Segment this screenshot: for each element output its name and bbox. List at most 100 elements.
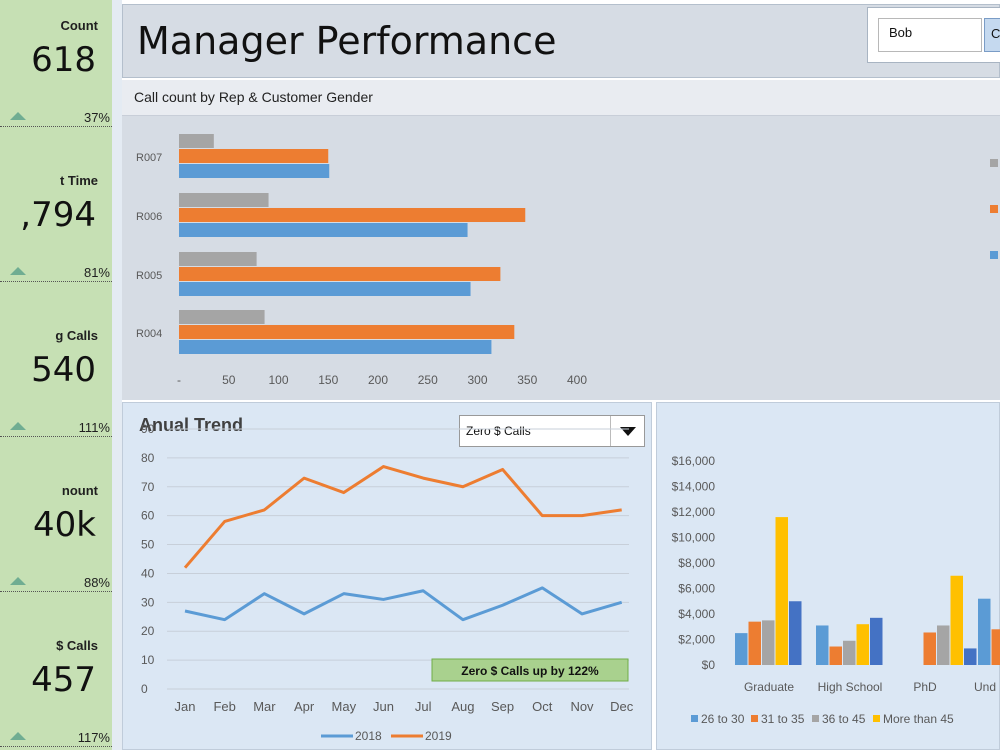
column-bar (775, 517, 788, 665)
y-tick-label: 20 (141, 624, 155, 638)
triangle-up-icon (10, 422, 26, 430)
kpi-card: $ Calls 457 117% (0, 620, 112, 750)
x-tick-label: 350 (517, 373, 537, 387)
metric-dropdown[interactable]: Zero $ Calls (459, 415, 645, 447)
triangle-up-icon (10, 267, 26, 275)
column-bar (870, 617, 883, 665)
y-tick-label: $16,000 (672, 454, 716, 468)
line-chart-svg: 0 10 20 30 40 50 60 70 80 90 Jan Feb Mar Apr May Jun Jul… (141, 422, 634, 743)
y-tick-label: 10 (141, 653, 155, 667)
bar (179, 223, 468, 237)
kpi-panel: Count 618 37% t Time ,794 81% g Calls 540 111% no… (0, 0, 112, 750)
y-tick-label: R006 (136, 211, 162, 223)
kpi-value: 618 (31, 40, 96, 80)
x-tick-label: Jan (175, 699, 196, 714)
x-tick-label: Oct (532, 699, 553, 714)
y-tick-label: 40 (141, 566, 155, 580)
kpi-divider (0, 436, 112, 437)
annual-trend-title: Anual Trend (139, 415, 244, 435)
y-tick-label: R005 (136, 270, 162, 282)
manager-selector-button[interactable]: C (984, 18, 1000, 52)
kpi-divider (0, 126, 112, 127)
legend-label: 31 to 35 (761, 712, 805, 726)
chevron-down-icon (620, 427, 636, 436)
bar (179, 310, 265, 324)
page-title: Manager Performance (137, 19, 557, 63)
rep-gender-bar-chart: R007 R006 R005 R004 - 50 100 150 200 250 300 350 400 (122, 116, 1000, 400)
kpi-title: Count (60, 18, 98, 33)
metric-dropdown-button[interactable] (610, 416, 644, 446)
bar (179, 208, 526, 222)
metric-dropdown-value: Zero $ Calls (466, 424, 531, 438)
legend-label: More than 45 (883, 712, 954, 726)
bar (179, 193, 269, 207)
y-tick-label: R007 (136, 152, 162, 164)
kpi-card: g Calls 540 111% (0, 310, 112, 460)
x-tick-label: Apr (294, 699, 315, 714)
series-line (184, 586, 623, 622)
column-bar (991, 629, 1000, 665)
y-tick-label: 50 (141, 538, 155, 552)
x-tick-label: 200 (368, 373, 388, 387)
bar (179, 267, 501, 281)
kpi-value: 457 (31, 660, 96, 700)
x-tick-label: Feb (213, 699, 235, 714)
manager-selector: Bob C (867, 7, 1000, 63)
kpi-value: 40k (33, 505, 96, 545)
series-line (183, 465, 622, 569)
x-tick-label: Nov (570, 699, 594, 714)
x-tick-label: 250 (418, 373, 438, 387)
panel-divider (112, 0, 122, 750)
kpi-title: nount (61, 483, 98, 498)
x-tick-label: 400 (567, 373, 587, 387)
legend-marker (990, 205, 998, 213)
x-tick-label: 50 (222, 373, 236, 387)
kpi-percent-change: 37% (83, 110, 110, 125)
kpi-title: g Calls (55, 328, 98, 343)
y-tick-label: $2,000 (678, 633, 715, 647)
bar (179, 134, 214, 148)
y-tick-label: $6,000 (678, 582, 715, 596)
legend-marker (751, 715, 758, 722)
kpi-divider (0, 281, 112, 282)
column-bar (789, 601, 802, 665)
manager-name-input[interactable]: Bob (878, 18, 982, 52)
y-tick-label: $4,000 (678, 607, 715, 621)
x-tick-label: Und (974, 680, 996, 694)
y-tick-label: $10,000 (672, 531, 716, 545)
y-tick-label: 60 (141, 509, 155, 523)
x-tick-label: Dec (610, 699, 634, 714)
legend-label: 26 to 30 (701, 712, 745, 726)
legend-marker (691, 715, 698, 722)
kpi-percent-change: 81% (83, 265, 110, 280)
x-tick-label: Mar (253, 699, 276, 714)
x-tick-label: 100 (268, 373, 288, 387)
y-tick-label: 30 (141, 595, 155, 609)
bar (179, 340, 492, 354)
legend-marker (873, 715, 880, 722)
triangle-up-icon (10, 577, 26, 585)
y-tick-label: 70 (141, 480, 155, 494)
education-column-panel: $0 $2,000 $4,000 $6,000 $8,000 $10,000 $12,000… (656, 402, 1000, 750)
y-tick-label: 80 (141, 451, 155, 465)
kpi-title: t Time (59, 173, 98, 188)
x-tick-label: - (177, 373, 181, 387)
column-bar (950, 575, 963, 665)
legend-marker (812, 715, 819, 722)
legend-marker (990, 251, 998, 259)
kpi-title: $ Calls (56, 638, 98, 653)
bar-chart-svg: R007 R006 R005 R004 - 50 100 150 200 250 300 350 400 (136, 134, 998, 387)
column-bar (923, 632, 936, 665)
y-tick-label: 0 (141, 682, 148, 696)
dashboard-header: Manager Performance Bob C (122, 4, 1000, 78)
x-tick-label: Aug (451, 699, 474, 714)
y-tick-label: $14,000 (672, 480, 716, 494)
kpi-percent-change: 88% (83, 575, 110, 590)
annotation-box (431, 658, 629, 682)
kpi-value: 540 (31, 350, 96, 390)
legend-label: 36 to 45 (822, 712, 866, 726)
legend-marker (990, 159, 998, 167)
y-tick-label: R004 (136, 328, 162, 340)
bar (179, 252, 257, 266)
column-bar (762, 620, 775, 665)
